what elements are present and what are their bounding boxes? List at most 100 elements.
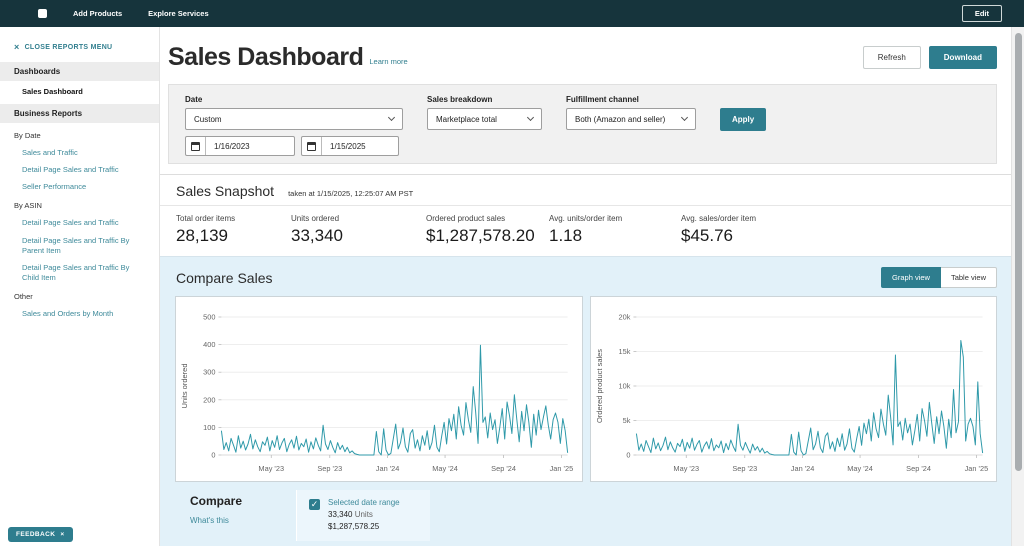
svg-text:0: 0: [626, 450, 630, 459]
svg-text:20k: 20k: [618, 312, 630, 321]
chevron-down-icon: [680, 113, 689, 122]
table-view-button[interactable]: Table view: [940, 267, 997, 288]
sidebar-item-detail-page-sales-and-traffic-by-child-item[interactable]: Detail Page Sales and Traffic By Child I…: [22, 262, 130, 282]
svg-text:Ordered product sales: Ordered product sales: [594, 349, 603, 423]
sidebar-item-sales-and-traffic[interactable]: Sales and Traffic: [22, 148, 78, 157]
selected-date-range-label: Selected date range: [328, 498, 400, 507]
svg-text:Jan '25: Jan '25: [550, 464, 574, 473]
svg-text:10k: 10k: [618, 381, 630, 390]
date-range-select[interactable]: Custom: [185, 108, 403, 130]
close-icon: ×: [14, 42, 20, 52]
svg-text:500: 500: [203, 312, 215, 321]
legend-units-suffix: Units: [354, 510, 373, 519]
app-menu-icon[interactable]: [38, 9, 47, 18]
sidebar-item-detail-page-sales-and-traffic-by-parent-item[interactable]: Detail Page Sales and Traffic By Parent …: [22, 235, 130, 255]
download-button[interactable]: Download: [928, 46, 997, 69]
sidebar-item-seller-performance[interactable]: Seller Performance: [22, 182, 87, 192]
sales-snapshot-section: Sales Snapshot taken at 1/15/2025, 12:25…: [160, 174, 1011, 256]
sales-breakdown-select[interactable]: Marketplace total: [427, 108, 542, 130]
svg-text:Units ordered: Units ordered: [180, 364, 189, 409]
channel-filter-label: Fulfillment channel: [566, 95, 639, 104]
metric-value: 33,340: [291, 226, 343, 245]
svg-text:Sep '23: Sep '23: [732, 464, 757, 473]
date-to-value: 1/15/2025: [330, 141, 366, 151]
snapshot-metrics: Total order items 28,139 Units ordered 33,3…: [160, 206, 1011, 256]
view-toggle: Graph view Table view: [881, 267, 997, 288]
calendar-icon[interactable]: [302, 137, 322, 155]
apply-button[interactable]: Apply: [720, 108, 767, 131]
snapshot-timestamp: taken at 1/15/2025, 12:25:07 AM PST: [288, 189, 414, 198]
metric-label: Total order items: [176, 214, 236, 223]
main-content: Sales Dashboard Learn more Refresh Downl…: [160, 27, 1011, 546]
vertical-scrollbar[interactable]: [1011, 27, 1024, 546]
learn-more-link[interactable]: Learn more: [369, 57, 408, 66]
edit-button[interactable]: Edit: [961, 5, 1002, 22]
sidebar-item-dashboards: Dashboards: [0, 62, 159, 81]
svg-text:May '23: May '23: [673, 464, 699, 473]
legend-units-value: 33,340: [328, 510, 353, 519]
date-from-input[interactable]: 1/16/2023: [185, 136, 295, 156]
svg-text:May '24: May '24: [847, 464, 873, 473]
charts-row: 0 100 200 300 400 500 May '23 Sep '23 Jan '24 May…: [160, 294, 1011, 482]
sidebar-item-detail-page-sales-and-traffic[interactable]: Detail Page Sales and Traffic: [22, 165, 119, 175]
metric-total-order-items: Total order items 28,139: [176, 214, 291, 246]
date-to-input[interactable]: 1/15/2025: [301, 136, 399, 156]
svg-text:0: 0: [211, 450, 215, 459]
compare-sales-section: Compare Sales Graph view Table view 0 100…: [160, 256, 1011, 546]
whats-this-link[interactable]: What's this: [190, 516, 229, 525]
feedback-label: FEEDBACK: [16, 531, 56, 538]
refresh-button[interactable]: Refresh: [862, 46, 921, 69]
svg-text:May '24: May '24: [432, 464, 458, 473]
calendar-icon[interactable]: [186, 137, 206, 155]
date-range-value: Custom: [194, 114, 222, 124]
fulfillment-channel-select[interactable]: Both (Amazon and seller): [566, 108, 696, 130]
svg-text:15k: 15k: [618, 347, 630, 356]
metric-value: $45.76: [681, 226, 733, 245]
page-title: Sales Dashboard: [168, 43, 364, 71]
metric-avg-units-order-item: Avg. units/order item 1.18: [549, 214, 681, 246]
metric-value: 28,139: [176, 226, 228, 245]
legend-sales-value: $1,287,578.25: [328, 522, 380, 531]
snapshot-title: Sales Snapshot: [176, 183, 275, 199]
nav-add-products[interactable]: Add Products: [73, 9, 123, 18]
close-reports-menu-label: CLOSE REPORTS MENU: [24, 44, 113, 51]
sidebar-item-detail-page-sales-and-traffic[interactable]: Detail Page Sales and Traffic: [22, 218, 119, 228]
svg-text:Sep '23: Sep '23: [317, 464, 342, 473]
metric-label: Ordered product sales: [426, 214, 506, 223]
scrollbar-thumb[interactable]: [1014, 33, 1022, 471]
graph-view-button[interactable]: Graph view: [881, 267, 941, 288]
reports-sidebar: × CLOSE REPORTS MENU Dashboards Sales Das…: [0, 27, 160, 546]
svg-text:Jan '25: Jan '25: [964, 464, 988, 473]
sidebar-item-other: Other: [14, 292, 33, 301]
sidebar-item-sales-dashboard[interactable]: Sales Dashboard: [22, 87, 83, 96]
sidebar-items: Dashboards Sales Dashboard Business Report…: [0, 62, 159, 320]
sidebar-item-by-date: By Date: [14, 131, 41, 140]
page-header: Sales Dashboard Learn more Refresh Downl…: [160, 27, 1011, 78]
sidebar-item-by-asin: By ASIN: [14, 201, 42, 211]
compare-sales-title: Compare Sales: [176, 269, 273, 286]
compare-legend-title: Compare: [190, 494, 243, 508]
chevron-down-icon: [526, 113, 535, 122]
feedback-button[interactable]: FEEDBACK ×: [8, 527, 73, 542]
selected-date-range-checkbox[interactable]: ✓: [309, 499, 320, 510]
close-reports-menu[interactable]: × CLOSE REPORTS MENU: [14, 43, 159, 52]
svg-text:300: 300: [203, 368, 215, 377]
sales-breakdown-value: Marketplace total: [436, 114, 497, 124]
svg-text:Sep '24: Sep '24: [906, 464, 931, 473]
svg-text:400: 400: [203, 340, 215, 349]
metric-label: Avg. sales/order item: [681, 214, 756, 223]
svg-text:Sep '24: Sep '24: [491, 464, 516, 473]
units-ordered-chart: 0 100 200 300 400 500 May '23 Sep '23 Jan '24 May…: [175, 296, 583, 482]
breakdown-filter-label: Sales breakdown: [427, 95, 493, 104]
filter-panel: Date Custom 1/16/2023: [168, 84, 997, 164]
nav-explore-services[interactable]: Explore Services: [148, 9, 209, 18]
compare-legend: Compare What's this ✓ Selected date rang…: [160, 482, 1011, 541]
date-filter-label: Date: [185, 95, 203, 104]
svg-text:200: 200: [203, 395, 215, 404]
sidebar-item-sales-and-orders-by-month[interactable]: Sales and Orders by Month: [22, 309, 114, 318]
metric-ordered-product-sales: Ordered product sales $1,287,578.20: [426, 214, 549, 246]
feedback-close-icon[interactable]: ×: [60, 531, 65, 538]
date-from-value: 1/16/2023: [214, 141, 250, 151]
ordered-product-sales-chart: 0 5k 10k 15k 20k May '23 Sep '23 Jan '24 May '24…: [589, 296, 997, 482]
